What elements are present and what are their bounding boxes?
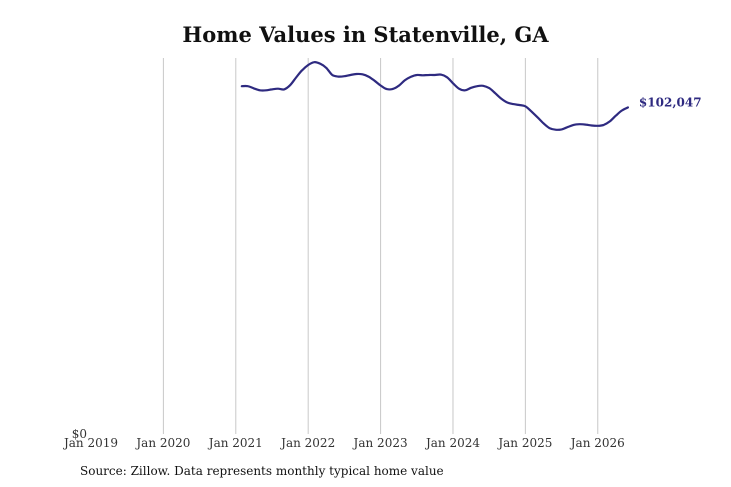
- series-line: [240, 61, 629, 131]
- x-tick-label: Jan 2023: [352, 436, 408, 450]
- end-value-label: $102,047: [639, 95, 702, 109]
- x-tick-label: Jan 2021: [207, 436, 263, 450]
- x-tick-label: Jan 2019: [62, 436, 118, 450]
- x-axis-ticks: Jan 2019 Jan 2020 Jan 2021 Jan 2022 Jan 2023…: [62, 436, 625, 450]
- y-tick-label: $0: [72, 427, 87, 441]
- x-tick-label: Jan 2024: [424, 436, 480, 450]
- x-tick-label: Jan 2025: [496, 436, 552, 450]
- grid-lines: [162, 58, 599, 434]
- x-tick-label: Jan 2026: [569, 436, 625, 450]
- x-tick-label: Jan 2022: [279, 436, 335, 450]
- x-tick-label: Jan 2020: [134, 436, 190, 450]
- chart-title: Home Values in Statenville, GA: [182, 22, 549, 47]
- source-note: Source: Zillow. Data represents monthly …: [80, 464, 444, 478]
- y-axis-ticks: $0: [72, 427, 87, 441]
